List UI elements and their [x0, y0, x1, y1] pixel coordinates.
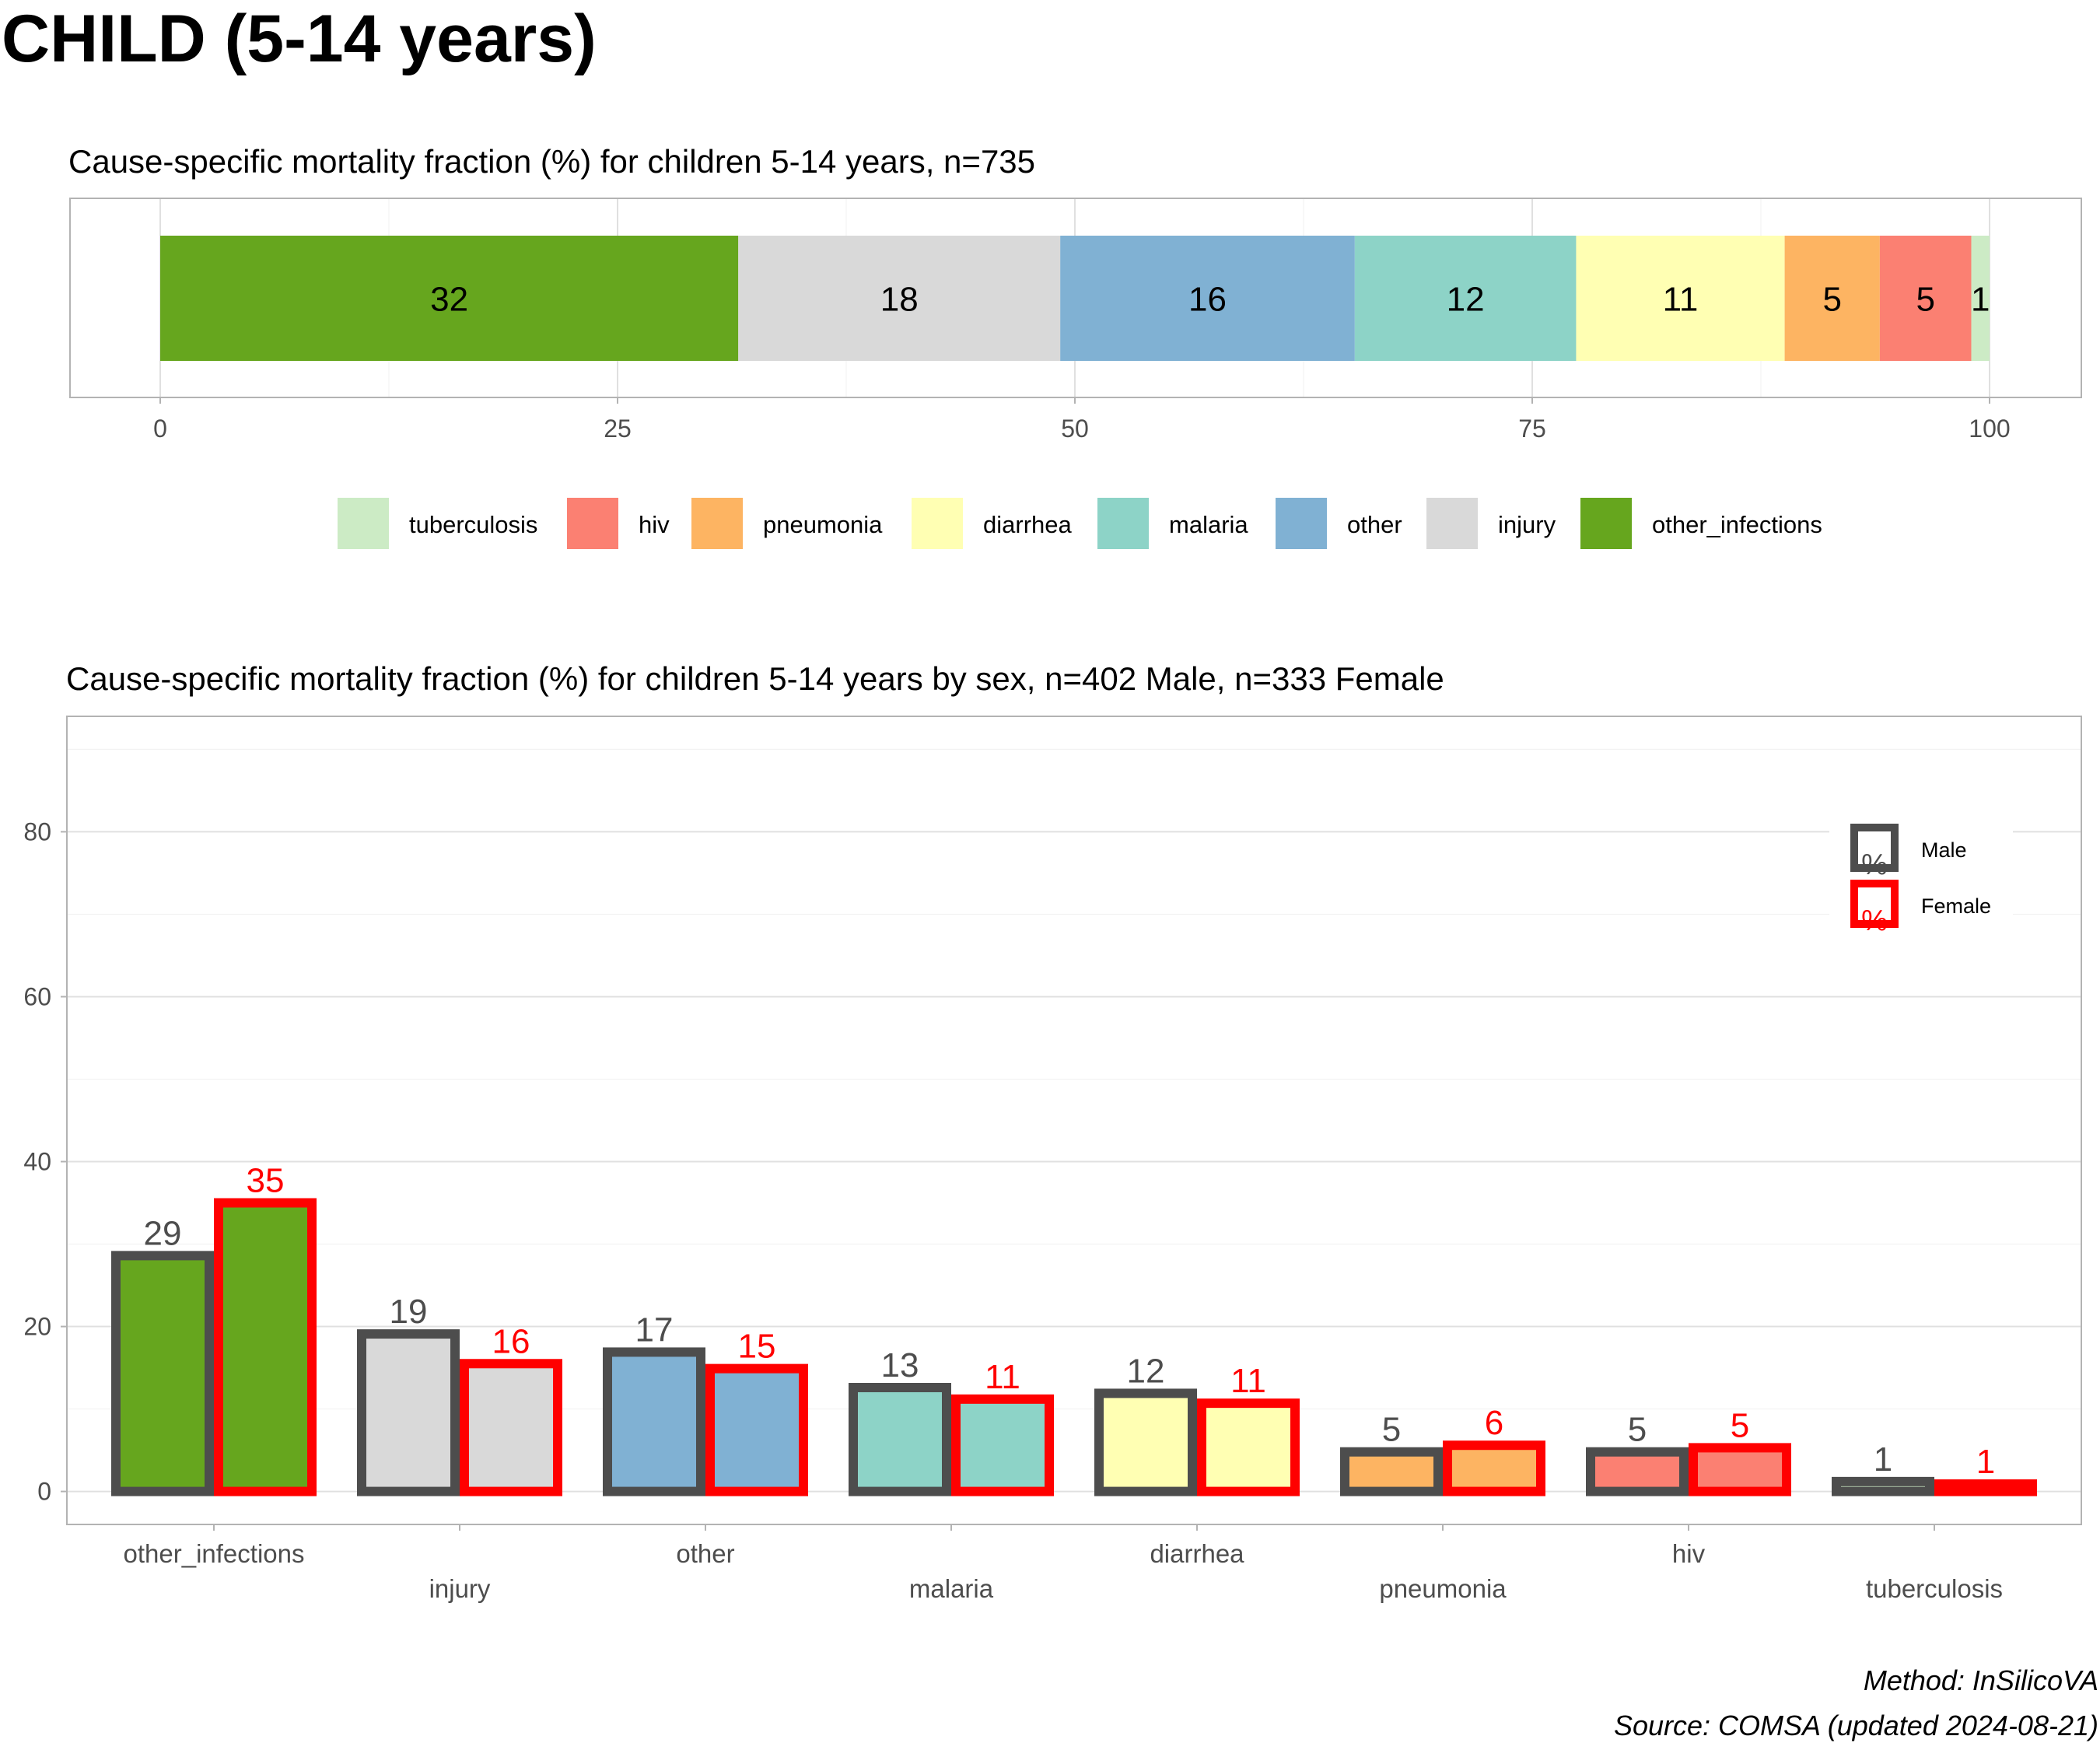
source-caption: Source: COMSA (updated 2024-08-21)	[1613, 1710, 2098, 1741]
legend-label-other_infections: other_infections	[1652, 511, 1822, 538]
legend-key-malaria	[1097, 498, 1149, 549]
legend-label-female: Female	[1921, 894, 1991, 918]
stacked-bar-injury	[738, 236, 1061, 361]
y-tick-label-80: 80	[23, 817, 51, 845]
legend-key-pneumonia	[691, 498, 743, 549]
stacked-bar-pneumonia	[1784, 236, 1880, 361]
stacked-bar-hiv	[1879, 236, 1972, 361]
bar-hiv-female	[1689, 1443, 1791, 1496]
bar-label-malaria-male: 13	[881, 1346, 919, 1384]
x-tick-label-50: 50	[1061, 415, 1089, 443]
bar-label-pneumonia-male: 5	[1382, 1411, 1401, 1449]
legend-key-injury	[1426, 498, 1478, 549]
legend-key-other	[1276, 498, 1327, 549]
legend-key-male	[1850, 824, 1899, 872]
stacked-bar-tuberculosis	[1971, 236, 1990, 361]
stacked-bar-label-pneumonia: 5	[1822, 281, 1841, 319]
stacked-bar-label-tuberculosis: 1	[1971, 281, 1990, 319]
y-tick-label-40: 40	[23, 1148, 51, 1176]
bar-injury-female	[460, 1359, 562, 1496]
bar-diarrhea-female	[1197, 1398, 1300, 1496]
legend-label-injury: injury	[1498, 511, 1556, 538]
stacked-bar-label-other_infections: 32	[430, 281, 468, 319]
x-tick-label-0: 0	[153, 415, 167, 443]
bar-hiv-male	[1586, 1447, 1689, 1496]
by-sex-chart-panel	[66, 716, 2082, 1525]
bar-label-other_infections-male: 29	[144, 1214, 182, 1252]
x-tick-label-hiv: hiv	[1672, 1539, 1706, 1568]
legend-label-tuberculosis: tuberculosis	[409, 511, 537, 538]
legend-key-hiv	[567, 498, 618, 549]
legend-key-glyph-male: %	[1861, 849, 1888, 881]
x-tick-label-25: 25	[604, 415, 632, 443]
stacked-bar-malaria	[1354, 236, 1577, 361]
stacked-bar-other	[1060, 236, 1355, 361]
bar-label-tuberculosis-female: 1	[1976, 1443, 1995, 1481]
x-tick-label-75: 75	[1518, 415, 1546, 443]
legend-label-diarrhea: diarrhea	[983, 511, 1072, 538]
y-tick-label-20: 20	[23, 1313, 51, 1341]
bar-pneumonia-female	[1443, 1440, 1545, 1496]
bar-tuberculosis-male	[1832, 1476, 1934, 1496]
legend-label-malaria: malaria	[1169, 511, 1248, 538]
page-title: CHILD (5-14 years)	[2, 2, 597, 76]
bar-label-diarrhea-female: 11	[1230, 1362, 1266, 1400]
stacked-bar-label-hiv: 5	[1916, 281, 1934, 319]
bar-label-diarrhea-male: 12	[1127, 1352, 1165, 1390]
x-tick-label-malaria: malaria	[909, 1574, 994, 1603]
legend-key-other_infections	[1580, 498, 1632, 549]
x-tick-label-100: 100	[1969, 415, 2010, 443]
bar-label-malaria-female: 11	[985, 1358, 1020, 1396]
legend-label-other: other	[1347, 511, 1402, 538]
x-tick-label-pneumonia: pneumonia	[1379, 1574, 1507, 1603]
method-caption: Method: InSilicoVA	[1863, 1664, 2098, 1696]
bar-label-tuberculosis-male: 1	[1874, 1440, 1892, 1479]
x-tick-label-other: other	[676, 1539, 734, 1568]
bar-other-female	[705, 1363, 808, 1496]
bar-injury-male	[357, 1329, 460, 1496]
bar-label-injury-male: 19	[390, 1293, 428, 1331]
x-tick-label-injury: injury	[429, 1574, 491, 1603]
stacked-bar-label-injury: 18	[880, 281, 919, 319]
bar-malaria-female	[951, 1394, 1054, 1496]
stacked-bar-label-diarrhea: 11	[1663, 281, 1699, 319]
bar-label-other_infections-female: 35	[247, 1162, 285, 1200]
bar-other_infections-female	[214, 1198, 317, 1496]
bar-other-male	[603, 1347, 705, 1496]
bar-label-other-male: 17	[635, 1311, 674, 1349]
y-tick-label-60: 60	[23, 982, 51, 1010]
y-tick-label-0: 0	[37, 1478, 51, 1506]
legend-key-female	[1850, 880, 1899, 928]
legend-key-diarrhea	[912, 498, 963, 549]
bar-diarrhea-male	[1094, 1388, 1197, 1496]
bar-label-injury-female: 16	[492, 1322, 530, 1360]
x-tick-label-diarrhea: diarrhea	[1150, 1539, 1244, 1568]
legend-label-hiv: hiv	[639, 511, 670, 538]
legend-key-tuberculosis	[338, 498, 389, 549]
bar-pneumonia-male	[1340, 1447, 1443, 1496]
stacked-bar-label-other: 16	[1188, 281, 1227, 319]
bar-other_infections-male	[111, 1251, 214, 1496]
bar-label-other-female: 15	[738, 1328, 776, 1366]
legend-label-pneumonia: pneumonia	[763, 511, 883, 538]
overall-chart-title: Cause-specific mortality fraction (%) fo…	[68, 143, 1036, 180]
bar-label-pneumonia-female: 6	[1485, 1404, 1503, 1442]
x-tick-label-tuberculosis: tuberculosis	[1866, 1574, 2003, 1603]
by-sex-chart-title: Cause-specific mortality fraction (%) fo…	[66, 660, 1444, 697]
bar-malaria-male	[849, 1383, 951, 1496]
x-tick-label-other_infections: other_infections	[124, 1539, 305, 1568]
bar-tuberculosis-female	[1934, 1479, 2037, 1496]
stacked-bar-diarrhea	[1576, 236, 1785, 361]
bar-label-hiv-male: 5	[1628, 1411, 1647, 1449]
legend-label-male: Male	[1921, 838, 1967, 862]
stacked-bar-label-malaria: 12	[1447, 281, 1485, 319]
legend-key-glyph-female: %	[1861, 905, 1888, 937]
bar-label-hiv-female: 5	[1731, 1406, 1749, 1444]
stacked-bar-other_infections	[160, 236, 739, 361]
